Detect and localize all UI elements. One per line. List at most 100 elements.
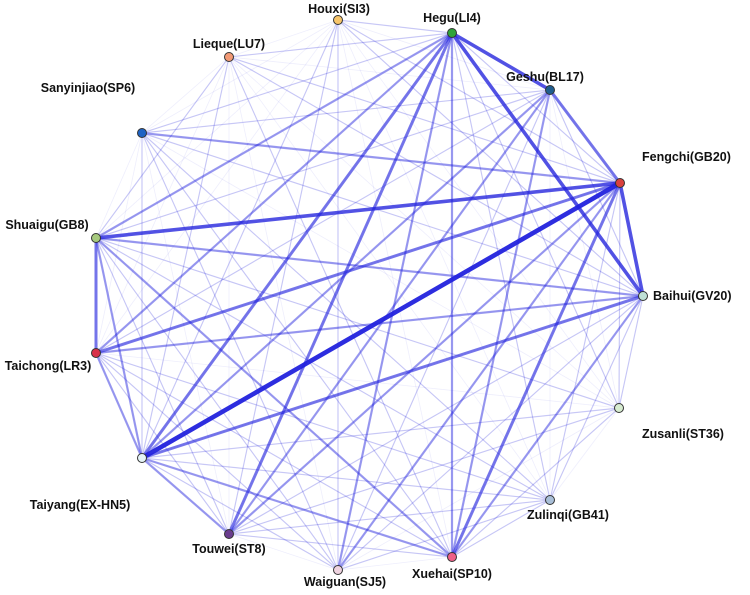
edge-layer [94, 19, 645, 572]
edge-zulinqi-xuehai-faint [451, 499, 551, 558]
edge-zusanli-hegu [451, 32, 620, 409]
edge-zusanli-xuehai-faint [451, 407, 620, 558]
edge-waiguan-shuaigu [95, 237, 339, 571]
edge-waiguan-taiyang-faint [141, 457, 339, 571]
edge-hegu-baihui [450, 31, 645, 298]
edge-taichong-sanyinjiao-faint [95, 132, 143, 354]
edge-xuehai-waiguan-faint [337, 556, 453, 571]
edge-geshu-houxi-faint [337, 19, 551, 91]
edge-touwei-xuehai [228, 533, 453, 558]
edge-zulinqi-waiguan-faint [337, 499, 551, 571]
edge-xuehai-geshu [450, 88, 552, 559]
edge-zusanli-fengchi [618, 182, 621, 409]
edge-hegu-geshu [450, 31, 552, 92]
edge-taiyang-xuehai [140, 456, 454, 559]
edge-waiguan-taichong-faint [95, 352, 339, 571]
node-label-taiyang: Taiyang(EX-HN5) [30, 498, 130, 512]
edge-touwei-geshu [227, 88, 552, 536]
edge-touwei-sanyinjiao-faint [141, 132, 230, 535]
edge-fengchi-zusanli-faint [618, 182, 621, 409]
node-lieque [224, 52, 234, 62]
edge-lieque-taiyang [141, 56, 230, 459]
node-label-shuaigu: Shuaigu(GB8) [5, 218, 88, 232]
edge-xuehai-lieque-faint [228, 56, 453, 558]
edge-sanyinjiao-lieque-faint [141, 56, 230, 134]
edge-geshu-fengchi [548, 88, 622, 185]
edge-zulinqi-taichong [95, 352, 551, 501]
label-layer: Hegu(LI4) Geshu(BL17) Fengchi(GB20) Baihui(… [5, 2, 732, 589]
edge-geshu-zusanli-faint [549, 89, 620, 409]
edge-baihui-lieque-faint [228, 56, 644, 297]
edge-sanyinjiao-geshu [141, 89, 551, 134]
edge-taiyang-houxi-faint [141, 19, 339, 459]
edge-zulinqi-baihui [549, 295, 644, 501]
node-label-houxi: Houxi(SI3) [308, 2, 370, 16]
edge-hegu-shuaigu-faint [95, 32, 453, 239]
edge-hegu-zulinqi-faint [451, 32, 551, 501]
node-label-waiguan: Waiguan(SJ5) [304, 575, 386, 589]
edge-zulinqi-lieque-faint [228, 56, 551, 501]
edge-geshu-lieque-faint [228, 56, 551, 91]
edge-taichong-houxi-faint [95, 19, 339, 354]
edge-geshu-touwei-faint [228, 89, 551, 535]
edge-waiguan-taichong [95, 352, 339, 571]
edge-zulinqi-shuaigu-faint [95, 237, 551, 501]
edge-waiguan-lieque-faint [228, 56, 339, 571]
edge-zulinqi-sanyinjiao-faint [141, 132, 551, 501]
edge-baihui-xuehai-faint [451, 295, 644, 558]
edge-shuaigu-baihui [94, 236, 645, 298]
edge-taichong-lieque-faint [95, 56, 230, 354]
edge-zusanli-xuehai [451, 407, 620, 558]
edge-sanyinjiao-baihui [141, 132, 644, 297]
edge-zulinqi-xuehai [451, 499, 551, 558]
edge-geshu-xuehai-faint [451, 89, 551, 558]
edge-xuehai-baihui [450, 294, 645, 559]
node-label-taichong: Taichong(LR3) [5, 359, 92, 373]
edge-waiguan-baihui [337, 295, 644, 571]
node-label-fengchi: Fengchi(GB20) [642, 150, 731, 164]
edge-baihui-zusanli-faint [618, 295, 644, 409]
node-geshu [545, 85, 555, 95]
edge-taiyang-taichong-faint [95, 352, 143, 459]
edge-touwei-baihui [228, 295, 644, 535]
node-fengchi [615, 178, 625, 188]
edge-touwei-taichong-faint [95, 352, 230, 535]
edge-lieque-houxi-faint [228, 19, 339, 58]
edge-hegu-shuaigu [94, 31, 454, 240]
edge-touwei-houxi-faint [228, 19, 339, 535]
node-baihui [638, 291, 648, 301]
node-label-xuehai: Xuehai(SP10) [412, 567, 492, 581]
edge-baihui-waiguan-faint [337, 295, 644, 571]
edge-lieque-shuaigu [95, 56, 230, 239]
edge-baihui-sanyinjiao-faint [141, 132, 644, 297]
edge-houxi-baihui [337, 19, 644, 297]
node-hegu [447, 28, 457, 38]
edge-touwei-shuaigu-faint [95, 237, 230, 535]
edge-xuehai-sanyinjiao-faint [141, 132, 453, 558]
edge-xuehai-fengchi [450, 181, 622, 559]
edge-fengchi-waiguan-faint [337, 182, 621, 571]
edge-geshu-baihui-faint [549, 89, 644, 297]
node-zulinqi [545, 495, 555, 505]
edge-fengchi-lieque-faint [228, 56, 621, 184]
node-label-touwei: Touwei(ST8) [192, 542, 265, 556]
edge-waiguan-sanyinjiao-faint [141, 132, 339, 571]
edge-baihui-houxi-faint [337, 19, 644, 297]
node-houxi [333, 15, 343, 25]
edge-fengchi-sanyinjiao-faint [141, 132, 621, 184]
edge-lieque-baihui [228, 56, 644, 297]
edge-taiyang-baihui [140, 294, 645, 460]
edge-baihui-touwei-faint [228, 295, 644, 535]
edge-hegu-taiyang [140, 31, 454, 460]
edge-taiyang-lieque-faint [141, 56, 230, 459]
edge-hegu-touwei [227, 31, 454, 536]
edge-taiyang-fengchi [139, 180, 623, 461]
edge-shuaigu-fengchi [94, 181, 622, 240]
node-label-lieque: Lieque(LU7) [193, 37, 265, 51]
edge-lieque-hegu [228, 32, 453, 58]
edge-zulinqi-fengchi [549, 182, 621, 501]
edge-zulinqi-touwei-faint [228, 499, 551, 535]
edge-waiguan-geshu [337, 89, 551, 571]
edge-hegu-waiguan [336, 31, 454, 572]
